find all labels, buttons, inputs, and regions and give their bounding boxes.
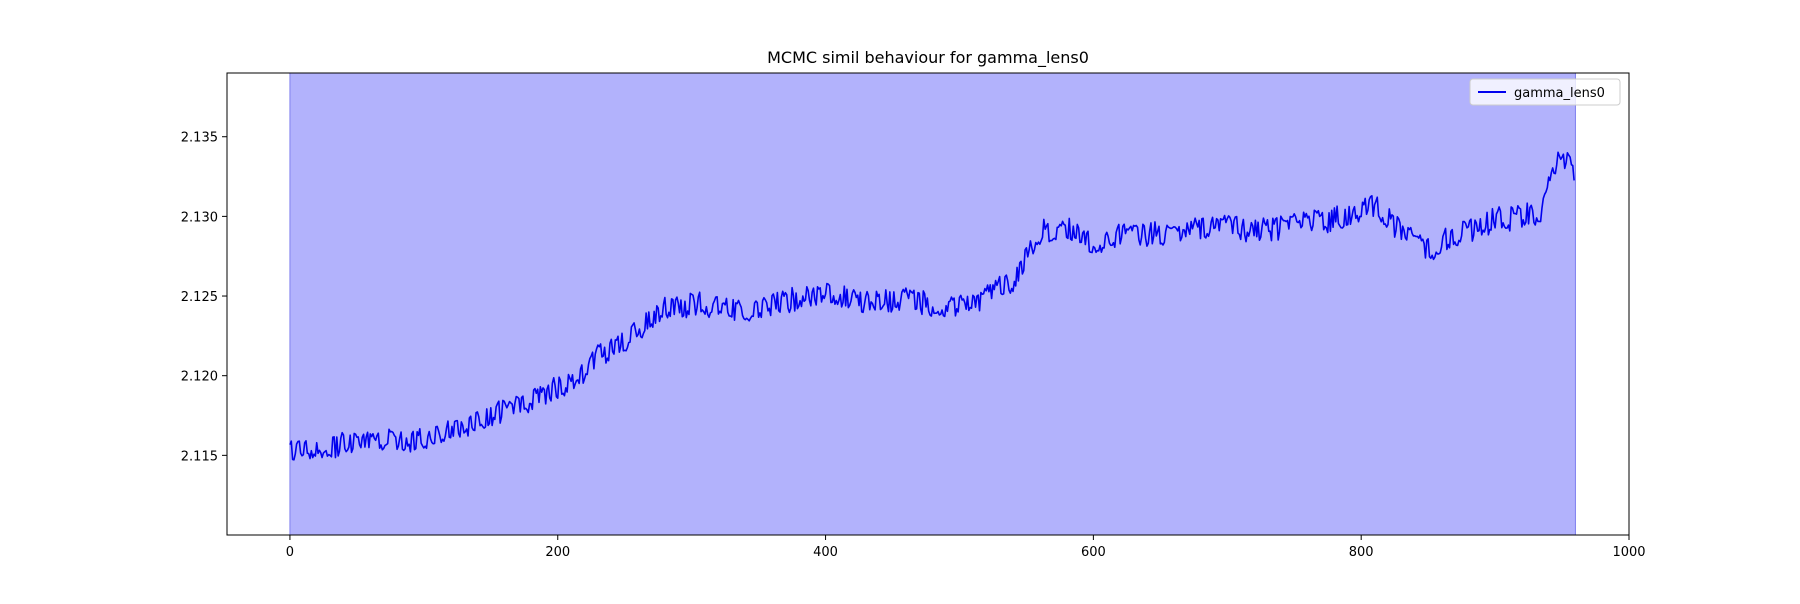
- x-tick-label: 400: [813, 545, 838, 560]
- y-tick-label: 2.115: [181, 449, 218, 464]
- y-tick-label: 2.130: [181, 210, 218, 225]
- plot-area: [289, 72, 1576, 536]
- x-tick-label: 1000: [1612, 545, 1645, 560]
- y-tick-label: 2.135: [181, 131, 218, 146]
- chart-title: MCMC simil behaviour for gamma_lens0: [767, 48, 1089, 68]
- series-line-gamma-lens0: [289, 151, 1575, 461]
- x-tick-label: 800: [1349, 545, 1374, 560]
- y-tick-label: 2.125: [181, 290, 218, 305]
- y-tick-label: 2.120: [181, 370, 218, 385]
- x-axis: 0 200 400 600 800 1000: [286, 535, 1646, 560]
- x-tick-label: 600: [1081, 545, 1106, 560]
- plot-frame: [226, 72, 1630, 536]
- x-tick-label: 0: [286, 545, 294, 560]
- legend-label-gamma-lens0: gamma_lens0: [1514, 86, 1605, 101]
- y-axis: 2.115 2.120 2.125 2.130 2.135: [181, 131, 227, 464]
- legend-box: [1469, 78, 1621, 106]
- shaded-region: [289, 72, 1576, 536]
- legend: gamma_lens0: [1469, 78, 1621, 106]
- x-tick-label: 200: [545, 545, 570, 560]
